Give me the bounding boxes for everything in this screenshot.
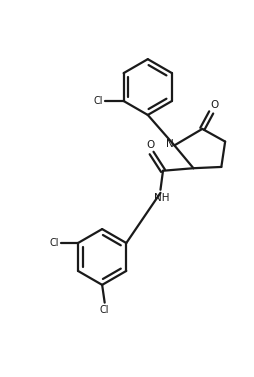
Text: Cl: Cl	[93, 96, 102, 106]
Text: Cl: Cl	[50, 238, 59, 248]
Text: NH: NH	[153, 193, 169, 203]
Text: N: N	[165, 139, 173, 149]
Text: O: O	[146, 140, 154, 150]
Text: O: O	[209, 100, 217, 110]
Text: Cl: Cl	[100, 305, 109, 315]
